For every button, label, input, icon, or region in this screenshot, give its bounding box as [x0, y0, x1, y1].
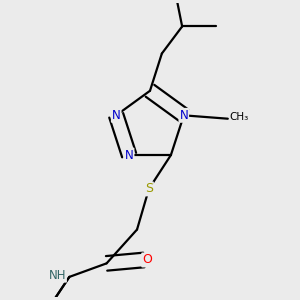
Text: N: N [112, 109, 121, 122]
Text: NH: NH [49, 269, 66, 282]
Text: N: N [179, 109, 188, 122]
Text: O: O [142, 254, 152, 266]
Text: N: N [125, 148, 134, 162]
Text: S: S [145, 182, 153, 195]
Text: CH₃: CH₃ [230, 112, 249, 122]
